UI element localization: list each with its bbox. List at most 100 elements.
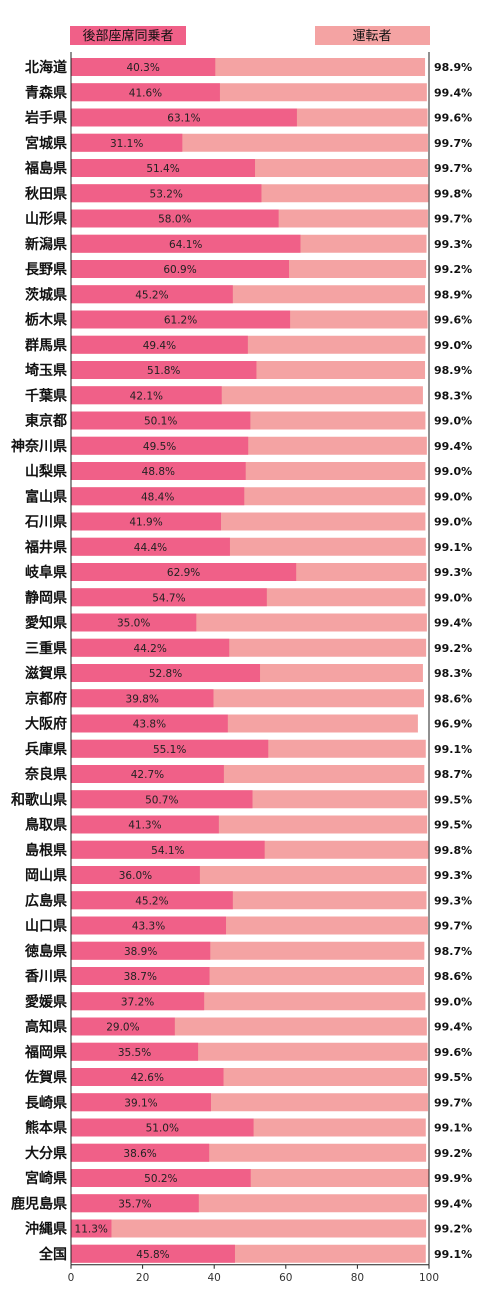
bar-rear-passenger (71, 108, 297, 127)
data-label-driver: 99.3% (434, 238, 472, 251)
data-label-driver: 98.9% (434, 364, 472, 377)
bar-rear-passenger (71, 1219, 112, 1238)
category-label: 長野県 (25, 262, 67, 278)
x-axis: 0 20 40 60 80 100 (68, 52, 439, 1284)
data-label-rear-passenger: 35.7% (118, 1198, 151, 1210)
data-label-rear-passenger: 62.9% (167, 567, 200, 579)
category-label: 熊本県 (25, 1120, 67, 1137)
data-label-driver: 99.9% (434, 1172, 472, 1185)
category-label: 埼玉県 (25, 362, 67, 379)
bar-rear-passenger (71, 1068, 224, 1086)
data-label-driver: 99.2% (434, 1147, 472, 1160)
bar-rear-passenger (71, 815, 219, 834)
data-label-driver: 98.9% (434, 288, 472, 301)
data-label-rear-passenger: 45.2% (135, 895, 168, 907)
bar-rear-passenger (71, 234, 301, 253)
bar-rear-passenger (71, 285, 233, 304)
bar-rear-passenger (71, 790, 253, 809)
data-label-driver: 99.4% (434, 1021, 472, 1034)
bar-rear-passenger (71, 1017, 175, 1036)
data-label-driver: 99.0% (434, 465, 472, 478)
legend: 後部座席同乗者 運転者 (70, 26, 430, 45)
data-label-rear-passenger: 11.3% (75, 1224, 108, 1236)
data-label-driver: 99.4% (434, 617, 472, 630)
bar-rear-passenger (71, 866, 200, 884)
data-label-driver: 99.1% (434, 1122, 472, 1135)
data-label-driver: 98.9% (434, 61, 472, 74)
category-label: 岩手県 (24, 110, 67, 127)
data-label-driver: 99.4% (434, 440, 472, 453)
category-label: 和歌山県 (11, 791, 67, 808)
data-label-rear-passenger: 38.9% (124, 946, 157, 958)
data-label-driver: 99.0% (434, 516, 472, 529)
category-label: 山口県 (25, 919, 67, 935)
category-label: 神奈川県 (11, 438, 67, 455)
category-label: 兵庫県 (25, 741, 67, 758)
data-label-rear-passenger: 54.7% (152, 592, 185, 604)
data-label-rear-passenger: 37.2% (121, 996, 154, 1008)
bars: 北海道 40.3% 98.9% 青森県 41.6% 99.4% 岩手県 63.1% 99.6% 宮… (10, 58, 472, 1263)
data-label-rear-passenger: 50.2% (144, 1173, 177, 1185)
data-label-rear-passenger: 51.0% (146, 1123, 179, 1135)
category-label: 宮崎県 (25, 1170, 67, 1187)
category-label: 群馬県 (24, 337, 67, 354)
category-label: 鳥取県 (25, 817, 67, 834)
x-tick-label: 0 (68, 1272, 75, 1284)
data-label-driver: 98.3% (434, 667, 472, 680)
category-label: 福井県 (24, 539, 67, 556)
data-label-driver: 99.0% (434, 490, 472, 503)
category-label: 沖縄県 (25, 1221, 67, 1238)
data-label-rear-passenger: 42.1% (130, 390, 163, 402)
category-label: 岡山県 (25, 868, 67, 884)
data-label-driver: 99.5% (434, 819, 472, 832)
data-label-driver: 99.8% (434, 187, 472, 200)
bar-rear-passenger (71, 992, 205, 1011)
data-label-driver: 99.7% (434, 920, 472, 933)
data-label-rear-passenger: 42.6% (131, 1072, 164, 1084)
bar-rear-passenger (71, 714, 228, 733)
category-label: 静岡県 (25, 589, 67, 606)
category-label: 大阪府 (25, 716, 67, 733)
data-label-rear-passenger: 51.8% (147, 365, 180, 377)
data-label-rear-passenger: 38.6% (123, 1148, 156, 1160)
data-label-driver: 99.1% (434, 743, 472, 756)
category-label: 石川県 (24, 515, 67, 531)
category-label: 山梨県 (25, 463, 67, 480)
category-label: 佐賀県 (24, 1069, 67, 1086)
data-label-driver: 99.6% (434, 314, 472, 327)
category-label: 愛知県 (25, 615, 67, 632)
bar-rear-passenger (71, 184, 262, 203)
data-label-driver: 98.6% (434, 692, 472, 705)
category-label: 愛媛県 (25, 993, 67, 1010)
bar-rear-passenger (71, 916, 227, 935)
category-label: 東京都 (25, 413, 67, 430)
data-label-rear-passenger: 36.0% (119, 870, 152, 882)
bar-rear-passenger (71, 1244, 235, 1263)
data-label-rear-passenger: 48.8% (142, 466, 175, 478)
data-label-driver: 98.6% (434, 970, 472, 983)
bar-rear-passenger (71, 462, 246, 480)
category-label: 青森県 (25, 84, 67, 101)
data-label-rear-passenger: 50.7% (145, 794, 178, 806)
category-label: 岐阜県 (25, 564, 67, 581)
data-label-rear-passenger: 53.2% (150, 188, 183, 200)
data-label-rear-passenger: 39.1% (124, 1097, 157, 1109)
bar-rear-passenger (71, 58, 216, 76)
x-tick-label: 100 (419, 1272, 439, 1284)
bar-rear-passenger (71, 487, 245, 506)
data-label-driver: 99.2% (434, 263, 472, 276)
x-tick-label: 40 (208, 1272, 221, 1284)
category-label: 宮城県 (25, 135, 67, 152)
bar-rear-passenger (71, 159, 256, 177)
bar-rear-passenger (71, 941, 211, 960)
data-label-driver: 99.0% (434, 591, 472, 604)
bar-rear-passenger (71, 891, 233, 910)
data-label-driver: 99.3% (434, 566, 472, 579)
data-label-rear-passenger: 44.2% (133, 643, 166, 655)
data-label-rear-passenger: 41.6% (129, 87, 162, 99)
category-label: 新潟県 (25, 236, 67, 253)
category-label: 奈良県 (24, 766, 67, 783)
bar-rear-passenger (71, 310, 291, 329)
bar-rear-passenger (71, 1169, 251, 1187)
